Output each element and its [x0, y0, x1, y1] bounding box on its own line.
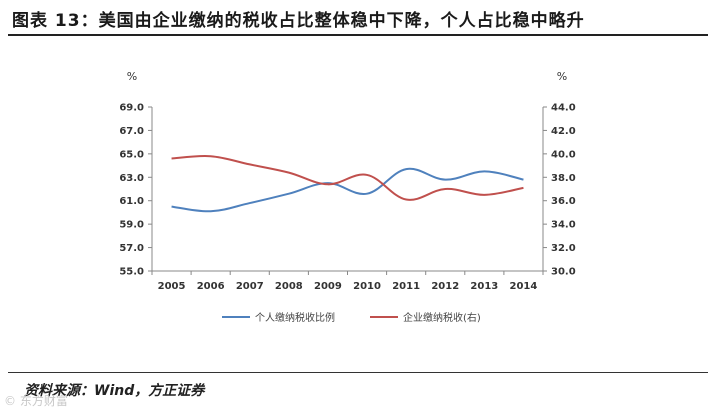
left-tick-label: 59.0	[119, 220, 144, 231]
right-tick-label: 44.0	[551, 103, 576, 114]
right-tick-label: 42.0	[551, 126, 576, 137]
left-tick-label: 65.0	[119, 149, 144, 160]
right-tick-label: 36.0	[551, 196, 576, 207]
series-line-1	[171, 167, 524, 213]
chart-legend: 个人缴纳税收比例 企业缴纳税收(右)	[222, 311, 481, 324]
chart-axes: 55.0 57.0 59.0 61.0 63.0 65.0 67.0 69.0% 30.0 32.…	[119, 70, 575, 292]
right-tick-label: 34.0	[551, 220, 576, 231]
watermark-text: © 东方财富	[4, 394, 68, 408]
chart-title: 图表 13：美国由企业缴纳的税收占比整体稳中下降，个人占比稳中略升	[12, 11, 585, 31]
right-axis-unit: %	[557, 70, 567, 83]
x-tick-label: 2005	[158, 281, 186, 292]
footer-divider	[8, 372, 708, 373]
left-tick-label: 63.0	[119, 173, 144, 184]
source-note: 资料来源：Wind，方正证券	[24, 383, 205, 399]
right-tick-label: 30.0	[551, 267, 576, 278]
x-tick-label: 2013	[470, 281, 498, 292]
legend-label-2: 企业缴纳税收(右)	[403, 311, 481, 324]
x-tick-label: 2014	[510, 281, 538, 292]
series-line-2	[171, 154, 524, 201]
left-tick-label: 69.0	[119, 103, 144, 114]
x-tick-label: 2007	[236, 281, 264, 292]
legend-label-1: 个人缴纳税收比例	[255, 311, 335, 324]
x-tick-label: 2012	[431, 281, 459, 292]
right-tick-label: 40.0	[551, 149, 576, 160]
left-tick-label: 55.0	[119, 267, 144, 278]
x-tick-label: 2008	[275, 281, 303, 292]
left-tick-label: 57.0	[119, 243, 144, 254]
header-divider	[8, 34, 708, 36]
right-tick-label: 32.0	[551, 243, 576, 254]
left-axis-unit: %	[127, 70, 137, 83]
header: 图表 13：美国由企业缴纳的税收占比整体稳中下降，个人占比稳中略升	[0, 0, 720, 38]
right-tick-label: 38.0	[551, 173, 576, 184]
chart-series	[171, 154, 524, 213]
x-tick-label: 2009	[314, 281, 342, 292]
left-tick-label: 67.0	[119, 126, 144, 137]
x-tick-label: 2011	[392, 281, 420, 292]
x-tick-label: 2010	[353, 281, 381, 292]
x-tick-label: 2006	[197, 281, 225, 292]
left-tick-label: 61.0	[119, 196, 144, 207]
